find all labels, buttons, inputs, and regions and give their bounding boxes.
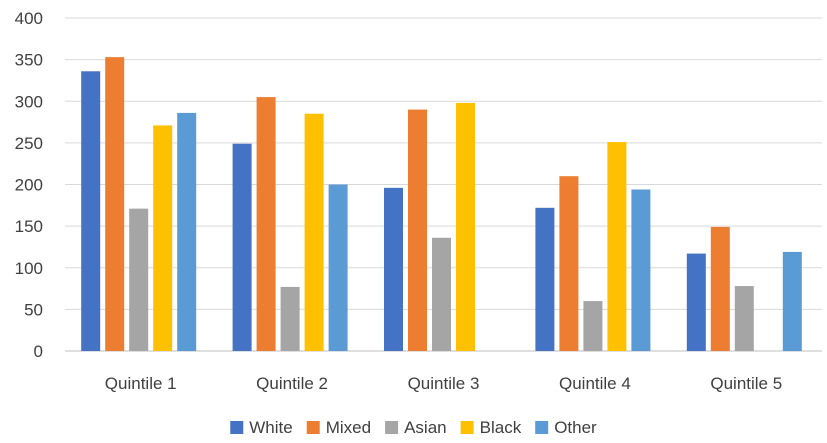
- bar-other-quintile-4: [631, 189, 651, 351]
- bar-other-quintile-5: [782, 251, 802, 351]
- y-axis-tick-labels: 0 50 100 150 200 250 300 350 400: [15, 9, 43, 361]
- bar-white-quintile-5: [686, 253, 706, 351]
- legend: White Mixed Asian Black Other: [230, 418, 597, 437]
- bar-other-quintile-2: [328, 184, 348, 351]
- x-category-label: Quintile 4: [559, 374, 631, 393]
- legend-swatch: [230, 421, 244, 434]
- y-tick-label: 200: [15, 176, 43, 195]
- bar-black-quintile-2: [304, 113, 324, 351]
- legend-swatch: [306, 421, 320, 434]
- x-category-label: Quintile 5: [710, 374, 782, 393]
- bar-white-quintile-4: [535, 207, 555, 351]
- legend-label: Other: [554, 418, 597, 437]
- bar-asian-quintile-2: [280, 286, 300, 351]
- bar-asian-quintile-1: [129, 208, 149, 351]
- bar-black-quintile-1: [153, 125, 173, 351]
- bar-asian-quintile-3: [432, 237, 451, 351]
- bars: [81, 57, 802, 352]
- legend-label: Mixed: [326, 418, 371, 437]
- y-tick-label: 350: [15, 51, 43, 70]
- x-category-label: Quintile 2: [256, 374, 328, 393]
- x-axis-category-labels: Quintile 1 Quintile 2 Quintile 3 Quintile 4…: [105, 374, 782, 393]
- y-tick-label: 100: [15, 259, 43, 278]
- legend-item-mixed: Mixed: [306, 418, 371, 437]
- bar-white-quintile-1: [81, 71, 101, 351]
- y-tick-label: 0: [34, 342, 43, 361]
- bar-other-quintile-1: [177, 112, 197, 351]
- bar-asian-quintile-5: [734, 286, 754, 351]
- legend-item-other: Other: [535, 418, 597, 437]
- legend-item-white: White: [230, 418, 293, 437]
- x-category-label: Quintile 3: [408, 374, 480, 393]
- legend-swatch: [385, 421, 399, 434]
- y-tick-label: 300: [15, 92, 43, 111]
- bar-mixed-quintile-5: [710, 226, 730, 351]
- bar-mixed-quintile-1: [105, 57, 125, 351]
- legend-swatch: [535, 421, 549, 434]
- y-tick-label: 400: [15, 9, 43, 28]
- bar-mixed-quintile-2: [256, 97, 276, 352]
- y-tick-label: 150: [15, 217, 43, 236]
- bar-mixed-quintile-3: [408, 109, 427, 351]
- bar-mixed-quintile-4: [559, 176, 579, 351]
- bar-white-quintile-2: [232, 143, 252, 351]
- legend-swatch: [460, 421, 474, 434]
- bar-asian-quintile-4: [583, 301, 603, 351]
- y-tick-label: 50: [24, 300, 43, 319]
- legend-item-asian: Asian: [385, 418, 447, 437]
- legend-item-black: Black: [460, 418, 522, 437]
- legend-label: White: [249, 418, 292, 437]
- legend-label: Black: [480, 418, 522, 437]
- bar-black-quintile-3: [456, 102, 475, 351]
- bar-white-quintile-3: [384, 187, 403, 351]
- y-tick-label: 250: [15, 134, 43, 153]
- bar-black-quintile-4: [607, 142, 627, 351]
- x-category-label: Quintile 1: [105, 374, 177, 393]
- legend-label: Asian: [404, 418, 447, 437]
